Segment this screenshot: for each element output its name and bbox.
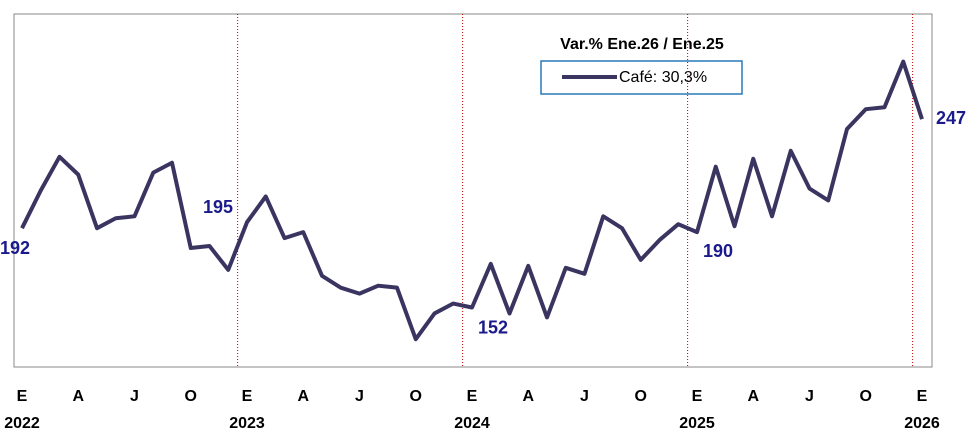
legend-label: Café: 30,3% [619, 69, 707, 86]
x-year-label: 2023 [229, 415, 265, 432]
x-tick-label: E [467, 388, 478, 405]
x-tick-label: E [917, 388, 928, 405]
x-tick-label: A [747, 388, 759, 405]
x-year-label: 2022 [4, 415, 40, 432]
x-tick-label: E [17, 388, 28, 405]
x-year-label: 2025 [679, 415, 715, 432]
data-line [20, 59, 924, 342]
x-tick-label: A [72, 388, 84, 405]
x-tick-label: O [860, 388, 872, 405]
x-year-label: 2024 [454, 415, 490, 432]
x-tick-label: J [355, 388, 364, 405]
value-label: 192 [0, 238, 30, 258]
x-tick-label: E [692, 388, 703, 405]
x-tick-label: E [242, 388, 253, 405]
value-label: 152 [478, 317, 508, 337]
x-year-label: 2026 [904, 415, 940, 432]
x-tick-label: O [410, 388, 422, 405]
x-tick-label: J [580, 388, 589, 405]
legend-title: Var.% Ene.26 / Ene.25 [560, 36, 724, 53]
x-tick-label: J [130, 388, 139, 405]
value-label: 247 [936, 108, 966, 128]
plot-frame [13, 13, 933, 368]
x-tick-label: J [805, 388, 814, 405]
x-tick-label: A [297, 388, 309, 405]
x-tick-label: O [185, 388, 197, 405]
x-tick-label: A [522, 388, 534, 405]
value-label: 190 [703, 241, 733, 261]
value-label: 195 [203, 197, 233, 217]
x-tick-label: O [635, 388, 647, 405]
